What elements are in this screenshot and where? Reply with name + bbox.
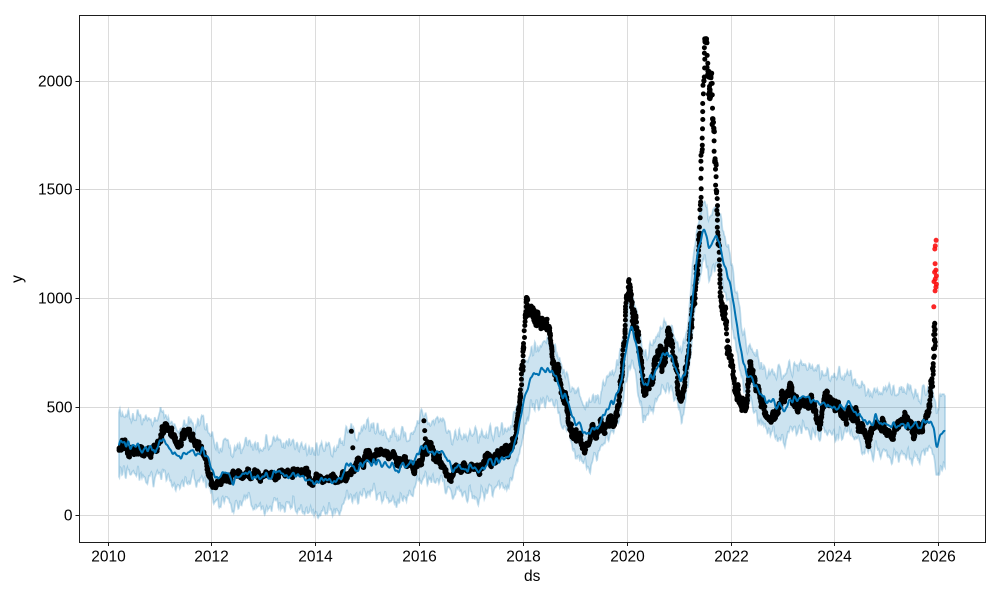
svg-text:ds: ds — [524, 568, 541, 585]
svg-text:2024: 2024 — [817, 549, 852, 566]
svg-text:0: 0 — [64, 507, 73, 524]
svg-text:2012: 2012 — [194, 549, 228, 566]
svg-text:2010: 2010 — [91, 549, 126, 566]
svg-text:1500: 1500 — [38, 181, 73, 198]
svg-text:1000: 1000 — [38, 290, 73, 307]
svg-text:2014: 2014 — [298, 549, 333, 566]
svg-text:2018: 2018 — [506, 549, 540, 566]
svg-text:2022: 2022 — [714, 549, 748, 566]
svg-text:y: y — [9, 275, 26, 283]
svg-text:500: 500 — [47, 399, 73, 416]
svg-text:2026: 2026 — [921, 549, 955, 566]
svg-text:2020: 2020 — [610, 549, 645, 566]
svg-text:2016: 2016 — [402, 549, 436, 566]
svg-text:2000: 2000 — [38, 73, 73, 90]
